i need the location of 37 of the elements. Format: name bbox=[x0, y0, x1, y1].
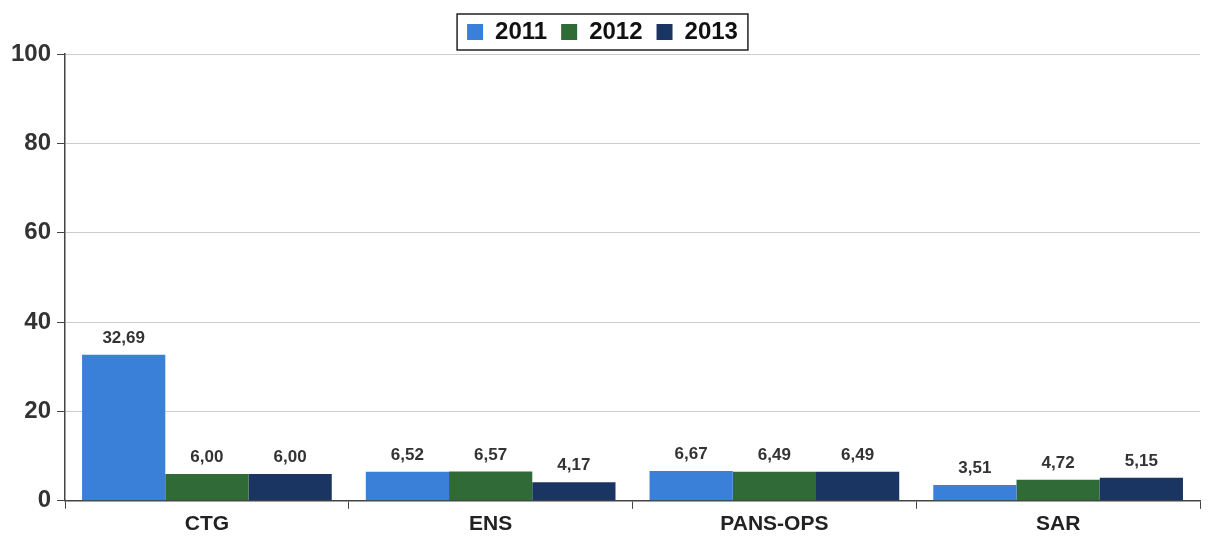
y-tick-label: 0 bbox=[37, 485, 52, 513]
y-tick-label: 80 bbox=[24, 127, 52, 155]
bar bbox=[165, 473, 249, 501]
bar bbox=[816, 471, 900, 501]
legend-label: 2013 bbox=[684, 16, 738, 44]
bar bbox=[649, 471, 733, 501]
data-label: 6,49 bbox=[757, 444, 791, 464]
y-tick-label: 60 bbox=[24, 217, 52, 245]
legend-label: 2011 bbox=[495, 16, 548, 44]
bar bbox=[1099, 477, 1183, 501]
data-label: 6,57 bbox=[474, 444, 508, 464]
bar bbox=[248, 473, 332, 501]
bar bbox=[732, 471, 817, 501]
legend-label: 2012 bbox=[589, 16, 643, 44]
y-tick-label: 100 bbox=[11, 38, 52, 66]
bar bbox=[449, 471, 533, 501]
data-label: 5,15 bbox=[1124, 450, 1158, 470]
data-label: 6,49 bbox=[841, 444, 875, 464]
y-tick-label: 40 bbox=[24, 306, 52, 334]
y-tick-label: 20 bbox=[24, 396, 52, 424]
data-label: 32,69 bbox=[102, 327, 145, 347]
bar bbox=[532, 482, 616, 501]
x-tick-label: CTG bbox=[184, 511, 230, 535]
x-tick-label: ENS bbox=[469, 511, 513, 535]
data-label: 4,17 bbox=[557, 455, 591, 475]
bar bbox=[82, 354, 166, 501]
data-label: 6,00 bbox=[190, 447, 224, 467]
data-label: 6,52 bbox=[390, 444, 424, 464]
data-label: 6,00 bbox=[273, 447, 307, 467]
bar bbox=[365, 471, 450, 501]
bar bbox=[933, 485, 1017, 501]
x-tick-label: SAR bbox=[1035, 511, 1081, 535]
data-label: 6,67 bbox=[674, 444, 708, 464]
x-tick-label: PANS-OPS bbox=[720, 511, 829, 535]
data-label: 4,72 bbox=[1041, 452, 1075, 472]
bar bbox=[1016, 479, 1100, 501]
data-label: 3,51 bbox=[958, 458, 992, 478]
